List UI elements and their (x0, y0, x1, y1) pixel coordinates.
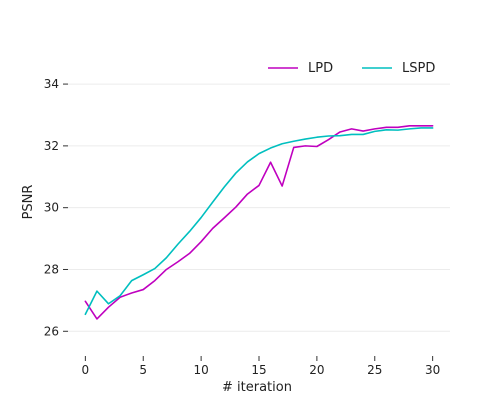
series-line-lpd (84, 125, 434, 320)
legend: LPD LSPD (268, 61, 435, 76)
y-tick-label-0: 26 (44, 324, 59, 338)
y-axis-ticks: 26 28 30 32 34 (44, 77, 68, 338)
x-tick-label-0: 0 (82, 363, 90, 377)
y-tick-label-3: 32 (44, 139, 59, 153)
legend-label-lpd: LPD (308, 61, 333, 76)
series-lines (84, 125, 434, 320)
x-tick-label-6: 30 (425, 363, 440, 377)
x-tick-label-5: 25 (367, 363, 382, 377)
series-line-lspd (84, 127, 434, 316)
grid-lines (68, 83, 450, 332)
x-tick-label-2: 10 (193, 363, 208, 377)
legend-label-lspd: LSPD (402, 61, 435, 76)
legend-item-lspd: LSPD (362, 61, 435, 76)
x-tick-label-3: 15 (251, 363, 266, 377)
y-axis-label: PSNR (21, 185, 36, 220)
x-tick-label-1: 5 (139, 363, 147, 377)
x-tick-label-4: 20 (309, 363, 324, 377)
y-tick-label-1: 28 (44, 262, 59, 276)
y-tick-label-2: 30 (44, 201, 59, 215)
x-axis-label: # iteration (222, 380, 292, 395)
y-tick-label-4: 34 (44, 77, 59, 91)
legend-item-lpd: LPD (268, 61, 333, 76)
x-axis-ticks: 0 5 10 15 20 25 30 (82, 356, 440, 377)
